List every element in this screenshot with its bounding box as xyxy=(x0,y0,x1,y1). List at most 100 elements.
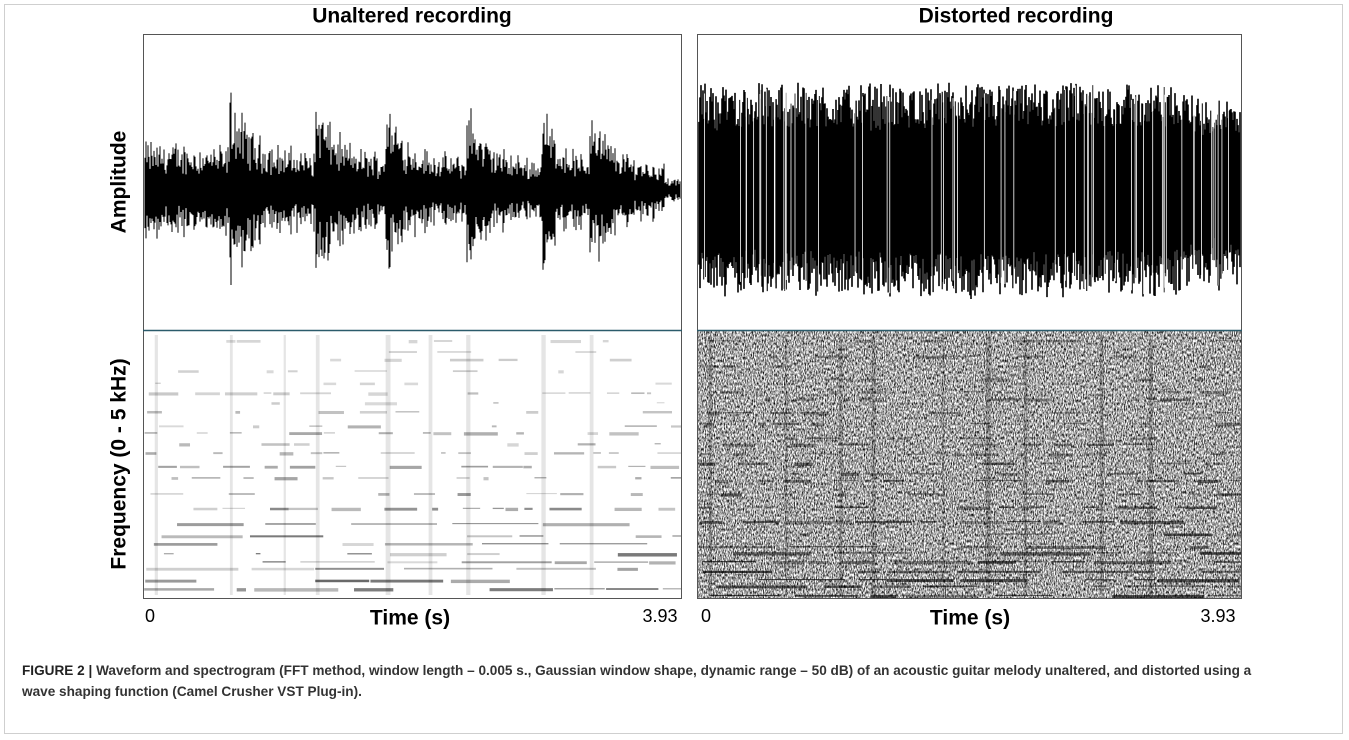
spectrogram-band xyxy=(946,355,976,357)
spectrogram-band xyxy=(720,391,744,394)
spectrogram-band xyxy=(1200,570,1241,573)
spectrogram-band xyxy=(387,561,438,564)
spectrogram-band xyxy=(1204,462,1211,466)
spectrogram-band xyxy=(568,392,591,394)
spectrogram-band xyxy=(905,594,978,598)
spectrogram-band xyxy=(766,506,772,509)
spectrogram-band xyxy=(830,391,839,395)
spectrogram-band xyxy=(1148,398,1158,401)
spectrogram-band xyxy=(534,477,547,479)
spectrogram-band xyxy=(1185,506,1217,510)
spectrogram-band xyxy=(195,392,220,396)
spectrogram-band xyxy=(1177,422,1182,425)
spectrogram-band xyxy=(807,437,840,440)
spectrogram-band xyxy=(458,452,471,455)
spectrogram-band xyxy=(456,477,470,479)
spectrogram-noise xyxy=(698,331,1241,598)
spectrogram-band xyxy=(144,588,215,591)
spectrogram-band xyxy=(594,561,649,563)
spectrogram-band xyxy=(492,465,523,468)
spectrogram-band xyxy=(628,465,646,468)
spectrogram-band xyxy=(617,567,638,571)
spectrogram-band xyxy=(1194,378,1205,382)
spectrogram-band xyxy=(330,358,342,362)
spectrogram-band xyxy=(704,422,714,426)
spectrogram xyxy=(698,331,1241,599)
spectrogram-band xyxy=(988,398,1022,401)
spectrogram-band xyxy=(1137,378,1152,381)
spectrogram-onset xyxy=(708,335,712,595)
spectrogram-band xyxy=(699,462,716,466)
spectrogram-band xyxy=(886,437,893,441)
spectrogram-band xyxy=(1215,340,1241,342)
spectrogram-band xyxy=(493,402,499,404)
spectrogram-band xyxy=(441,452,446,454)
spectrogram-band xyxy=(772,560,805,565)
spectrogram-band xyxy=(908,472,941,475)
spectrogram-band xyxy=(1017,560,1049,563)
spectrogram-band xyxy=(861,391,884,394)
spectrogram-band xyxy=(1086,443,1114,447)
spectrogram-band xyxy=(1051,560,1086,563)
spectrogram-band xyxy=(961,579,1028,583)
waveform xyxy=(698,80,1241,300)
spectrogram-band xyxy=(1051,437,1056,441)
spectrogram-band xyxy=(558,370,564,374)
spectrogram-band xyxy=(861,378,881,381)
spectrogram-band xyxy=(920,340,944,343)
spectrogram-band xyxy=(145,452,157,455)
x-end-label: 3.93 xyxy=(642,606,677,626)
spectrogram-band xyxy=(249,535,324,538)
spectrogram-band xyxy=(921,520,937,523)
spectrogram-band xyxy=(1083,453,1107,456)
spectrogram-band xyxy=(1160,462,1192,465)
spectrogram-band xyxy=(959,520,1005,525)
spectrogram-band xyxy=(702,560,756,563)
spectrogram-band xyxy=(738,462,769,466)
spectrogram-band xyxy=(433,340,453,343)
spectrogram-band xyxy=(957,546,1002,549)
spectrogram-band xyxy=(759,422,766,427)
spectrogram-band xyxy=(859,398,871,401)
spectrogram-band xyxy=(997,472,1021,476)
spectrogram-band xyxy=(1046,479,1070,483)
spectrogram-band xyxy=(1000,552,1091,556)
spectrogram-band xyxy=(1207,594,1241,597)
spectrogram-band xyxy=(872,585,911,588)
spectrogram-band xyxy=(450,579,510,584)
spectrogram-band xyxy=(786,437,798,441)
spectrogram-band xyxy=(1210,453,1225,455)
spectrogram-band xyxy=(347,553,372,555)
spectrogram-onset xyxy=(589,335,594,595)
spectrogram-band xyxy=(1020,493,1054,495)
spectrogram-band xyxy=(1061,570,1155,573)
spectrogram-band xyxy=(799,533,810,536)
spectrogram-band xyxy=(359,410,387,414)
spectrogram-band xyxy=(1123,585,1206,587)
spectrogram-onset xyxy=(283,335,286,595)
spectrogram-band xyxy=(461,561,552,564)
spectrogram-band xyxy=(1158,579,1240,583)
spectrogram-band xyxy=(662,588,681,590)
spectrogram-band xyxy=(526,493,557,495)
spectrogram-band xyxy=(1213,560,1241,564)
spectrogram-band xyxy=(1214,422,1241,427)
spectrogram-band xyxy=(437,351,472,353)
spectrogram-band xyxy=(858,570,880,574)
spectrogram-band xyxy=(300,392,331,395)
spectrogram-band xyxy=(929,411,962,415)
spectrogram-band xyxy=(1129,493,1141,495)
spectrogram-band xyxy=(148,392,179,396)
spectrogram-band xyxy=(783,479,811,483)
spectrogram-band xyxy=(177,523,244,527)
spectrogram-band xyxy=(1022,443,1042,446)
spectrogram-onset xyxy=(871,335,876,595)
spectrogram-band xyxy=(1025,365,1031,367)
spectrogram-band xyxy=(706,411,720,416)
spectrogram-band xyxy=(1188,493,1201,495)
spectrogram-band xyxy=(467,392,479,395)
spectrogram-onset xyxy=(154,335,158,595)
spectrogram-band xyxy=(886,579,954,582)
spectrogram-band xyxy=(1190,546,1210,549)
